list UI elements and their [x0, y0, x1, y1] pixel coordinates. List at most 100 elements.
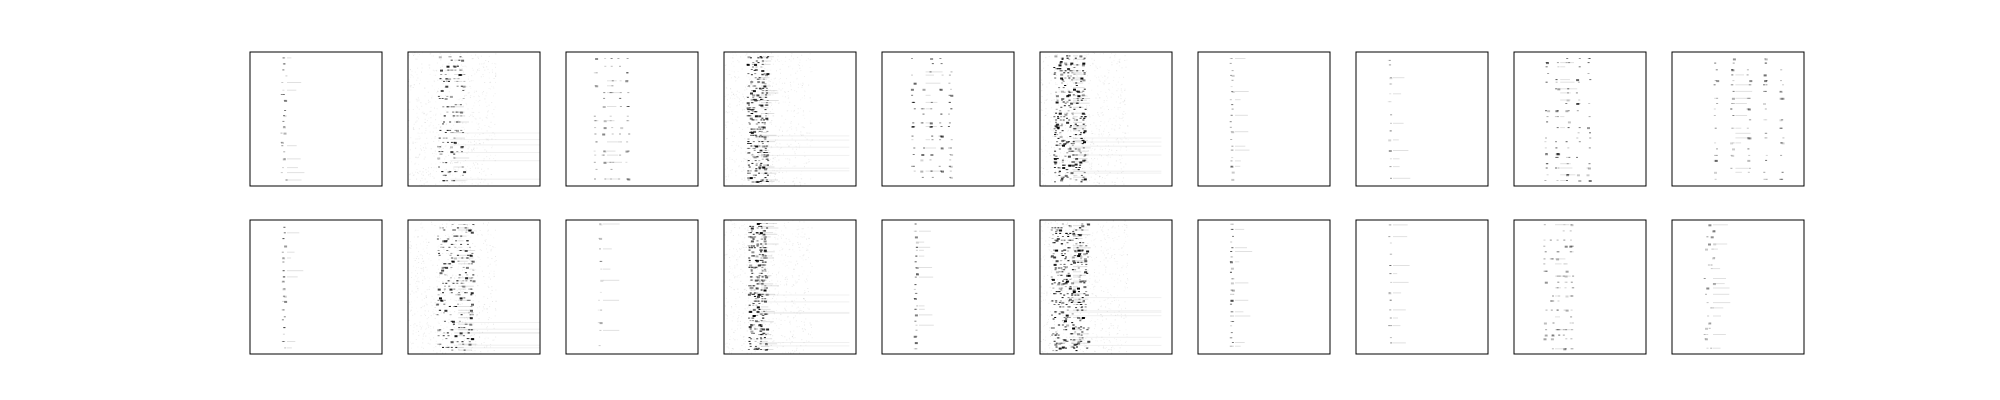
- heatmap-cell: [1749, 119, 1752, 121]
- heatmap-cell: [920, 159, 924, 162]
- noise-pixel: [442, 339, 443, 341]
- noise-pixel: [790, 122, 792, 124]
- noise-pixel: [1111, 124, 1113, 126]
- noise-pixel: [712, 100, 713, 101]
- noise-pixel: [806, 163, 807, 164]
- noise-pixel: [1026, 71, 1027, 72]
- heatmap-cell: [1055, 68, 1058, 70]
- heatmap-cell: [449, 56, 452, 58]
- noise-pixel: [1044, 115, 1046, 116]
- noise-pixel: [417, 142, 418, 143]
- heatmap-cell: [1749, 80, 1753, 83]
- noise-pixel: [1070, 129, 1072, 131]
- heatmap-cell: [440, 74, 443, 75]
- heatmap-cell: [283, 226, 286, 228]
- heatmap-tail: [454, 166, 465, 168]
- heatmap-cell: [1082, 90, 1085, 92]
- noise-pixel: [701, 168, 702, 169]
- noise-pixel: [464, 89, 466, 91]
- noise-pixel: [1122, 131, 1124, 133]
- noise-pixel: [396, 229, 397, 230]
- noise-pixel: [426, 318, 428, 320]
- noise-pixel: [752, 167, 754, 169]
- heatmap-cell: [1076, 64, 1079, 66]
- noise-pixel: [802, 111, 804, 113]
- noise-pixel: [478, 140, 480, 142]
- noise-pixel: [1053, 119, 1055, 121]
- noise-pixel: [1065, 100, 1067, 102]
- noise-pixel: [400, 295, 401, 296]
- noise-pixel: [1061, 111, 1063, 113]
- noise-pixel: [400, 340, 401, 341]
- heatmap-cell: [1555, 81, 1558, 83]
- noise-pixel: [738, 104, 740, 106]
- heatmap-cell: [283, 327, 286, 329]
- noise-pixel: [470, 114, 472, 116]
- heatmap-cell: [437, 146, 440, 148]
- heatmap-cell: [760, 162, 763, 164]
- noise-pixel: [1098, 115, 1099, 116]
- noise-pixel: [475, 230, 477, 232]
- noise-pixel: [392, 60, 393, 61]
- noise-pixel: [414, 163, 416, 165]
- heatmap-tail: [761, 145, 770, 147]
- noise-pixel: [453, 258, 455, 260]
- noise-pixel: [439, 53, 441, 55]
- heatmap-cell: [593, 150, 596, 152]
- noise-pixel: [1099, 148, 1101, 150]
- noise-pixel: [736, 96, 738, 98]
- heatmap-tail: [1560, 99, 1571, 101]
- noise-pixel: [744, 98, 746, 100]
- noise-pixel: [735, 53, 736, 54]
- noise-pixel: [424, 87, 426, 89]
- heatmap-tail: [925, 101, 938, 103]
- noise-pixel: [445, 156, 447, 158]
- noise-pixel: [1045, 114, 1047, 116]
- noise-pixel: [473, 96, 475, 98]
- heatmap-cell: [766, 57, 769, 59]
- noise-pixel: [742, 166, 744, 168]
- noise-pixel: [422, 174, 424, 176]
- noise-pixel: [793, 111, 794, 112]
- noise-pixel: [794, 133, 796, 135]
- noise-pixel: [472, 166, 473, 167]
- heatmap-cell: [1763, 84, 1765, 86]
- noise-pixel: [1121, 67, 1123, 69]
- noise-pixel: [475, 261, 477, 263]
- noise-pixel: [804, 118, 805, 119]
- noise-pixel: [761, 62, 763, 64]
- noise-pixel: [733, 135, 735, 137]
- noise-pixel: [422, 111, 424, 113]
- noise-pixel: [1103, 84, 1105, 86]
- heatmap-cell: [748, 172, 751, 174]
- heatmap-cell: [281, 280, 285, 283]
- noise-pixel: [1098, 79, 1100, 81]
- noise-pixel: [1094, 70, 1096, 72]
- noise-pixel: [417, 97, 419, 99]
- heatmap-cell: [1054, 125, 1058, 128]
- noise-pixel: [1030, 115, 1031, 116]
- heatmap-tail: [1393, 93, 1402, 95]
- noise-pixel: [1089, 163, 1091, 165]
- noise-pixel: [802, 83, 804, 85]
- noise-pixel: [800, 107, 802, 109]
- heatmap-cell: [751, 81, 754, 83]
- heatmap-tail: [1735, 90, 1753, 92]
- heatmap-cell: [283, 126, 286, 128]
- noise-pixel: [707, 157, 708, 158]
- noise-pixel: [802, 82, 804, 84]
- heatmap-cell: [1058, 68, 1061, 70]
- noise-pixel: [454, 168, 456, 170]
- noise-pixel: [1015, 176, 1016, 177]
- noise-pixel: [440, 312, 442, 314]
- heatmap-cell: [767, 181, 769, 182]
- noise-pixel: [1074, 175, 1076, 177]
- noise-pixel: [397, 105, 398, 106]
- noise-pixel: [423, 268, 424, 270]
- panel-marks: [910, 58, 954, 179]
- heatmap-tail: [1073, 170, 1086, 172]
- heatmap-cell: [1576, 103, 1580, 105]
- noise-pixel: [1086, 73, 1087, 74]
- noise-pixel: [762, 66, 764, 68]
- noise-pixel: [1043, 168, 1044, 170]
